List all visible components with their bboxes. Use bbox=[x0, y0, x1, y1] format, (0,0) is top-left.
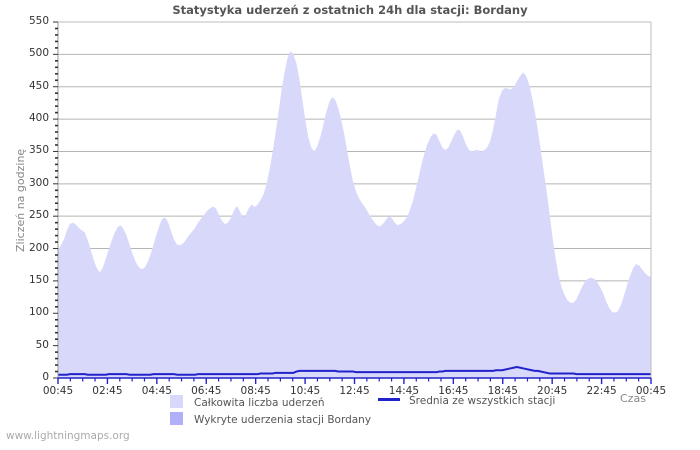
y-axis-tick-label: 0 bbox=[42, 371, 49, 383]
x-axis-tick-label: 18:45 bbox=[487, 385, 518, 397]
y-axis-tick-label: 500 bbox=[28, 47, 49, 60]
line-series-average bbox=[58, 365, 651, 376]
x-axis-tick-label: 00:45 bbox=[635, 385, 667, 397]
y-axis-tick-label: 200 bbox=[28, 241, 49, 254]
legend-item-label: Średnia ze wszystkich stacji bbox=[409, 395, 556, 407]
chart-title: Statystyka uderzeń z ostatnich 24h dla s… bbox=[172, 3, 528, 17]
y-axis-tick-label: 400 bbox=[28, 112, 49, 125]
x-axis-tick-label: 22:45 bbox=[586, 385, 617, 397]
y-axis-tick-label: 100 bbox=[28, 306, 49, 319]
x-axis-tick-label: 04:45 bbox=[141, 385, 172, 397]
x-axis-tick-label: 16:45 bbox=[438, 385, 469, 397]
x-axis-tick-label: 12:45 bbox=[339, 385, 370, 397]
x-axis-label: Czas bbox=[620, 392, 646, 405]
area-series-total-strikes bbox=[58, 51, 651, 378]
legend-color-swatch bbox=[170, 395, 183, 408]
footer-url: www.lightningmaps.org bbox=[6, 430, 130, 442]
y-axis-tick-label: 550 bbox=[28, 15, 49, 27]
x-axis-tick-label: 06:45 bbox=[191, 385, 222, 397]
y-axis-tick-label: 350 bbox=[28, 144, 49, 157]
x-axis-tick-label: 14:45 bbox=[388, 385, 420, 397]
y-axis-tick-label: 50 bbox=[35, 338, 49, 351]
legend-line-swatch bbox=[378, 398, 400, 401]
legend-item[interactable]: Wykryte uderzenia stacji Bordany bbox=[170, 412, 371, 426]
y-axis-tick-label: 300 bbox=[28, 176, 49, 189]
y-axis-tick-label: 450 bbox=[28, 79, 49, 92]
x-axis-tick-label: 08:45 bbox=[240, 385, 271, 397]
x-axis-tick-label: 02:45 bbox=[92, 385, 123, 397]
x-axis-tick-label: 20:45 bbox=[537, 385, 568, 397]
x-axis-tick-label: 10:45 bbox=[289, 385, 321, 397]
x-axis-tick-label: 00:45 bbox=[42, 385, 74, 397]
legend-item-label: Całkowita liczba uderzeń bbox=[194, 397, 325, 409]
legend-item[interactable]: Średnia ze wszystkich stacji bbox=[378, 395, 555, 407]
y-axis-tick-label: 150 bbox=[28, 273, 49, 286]
legend-color-swatch bbox=[170, 412, 183, 425]
y-axis-tick-label: 250 bbox=[28, 209, 49, 222]
legend-item-label: Wykryte uderzenia stacji Bordany bbox=[194, 414, 372, 426]
legend-item[interactable]: Całkowita liczba uderzeń bbox=[170, 395, 325, 409]
